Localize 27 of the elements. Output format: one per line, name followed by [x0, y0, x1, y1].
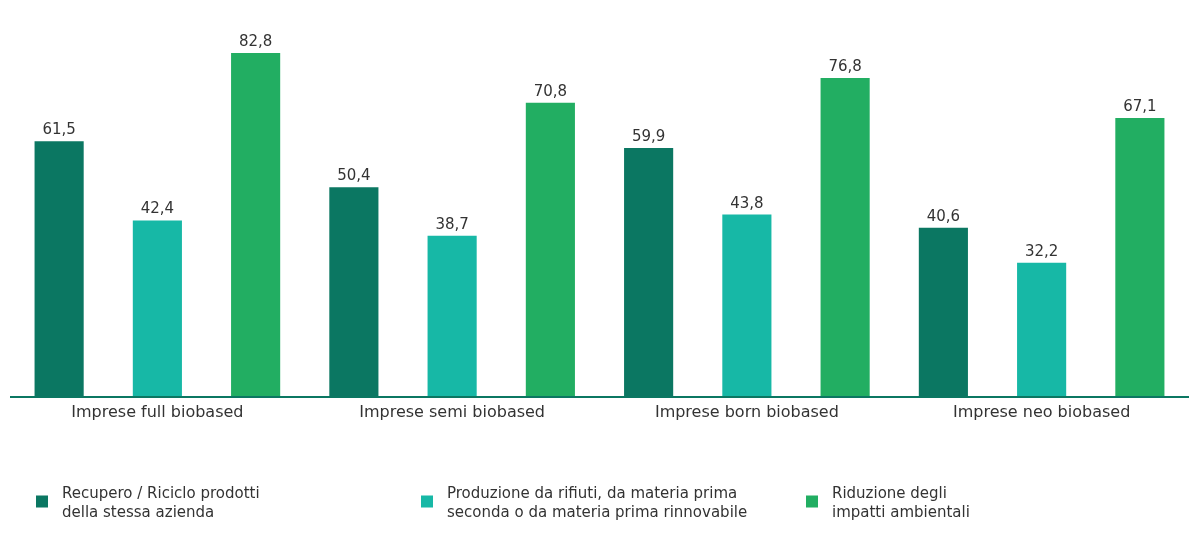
bar: [427, 235, 477, 396]
legend-label: Recupero / Riciclo prodotti della stessa azienda: [62, 483, 260, 522]
data-label: 43,8: [730, 193, 764, 212]
data-label: 42,4: [140, 199, 175, 218]
bar: [525, 102, 575, 396]
bar: [722, 214, 772, 396]
data-label: 67,1: [1123, 97, 1157, 116]
bar: [1115, 118, 1165, 396]
bar: [231, 53, 281, 396]
data-label: 59,9: [631, 126, 666, 145]
x-tick-label: Imprese born biobased: [654, 402, 839, 422]
data-label: 61,5: [42, 120, 76, 139]
data-label: 70,8: [533, 81, 568, 100]
legend-label: Produzione da rifiuti, da materia prima seconda o da materia prima rinnovabile: [447, 483, 748, 522]
x-tick-label: Imprese neo biobased: [952, 402, 1131, 422]
data-label: 40,6: [926, 206, 961, 225]
data-label: 76,8: [828, 56, 862, 75]
bar: [1017, 262, 1067, 396]
data-label: 50,4: [337, 166, 371, 185]
data-label: 38,7: [435, 214, 469, 233]
x-tick-label: Imprese semi biobased: [359, 402, 546, 422]
legend-label: Riduzione degli impatti ambientali: [832, 483, 970, 522]
bar: [132, 220, 182, 396]
x-tick-label: Imprese full biobased: [71, 402, 244, 422]
data-label: 82,8: [238, 32, 273, 51]
data-label: 32,2: [1024, 241, 1059, 260]
bar: [820, 77, 870, 396]
